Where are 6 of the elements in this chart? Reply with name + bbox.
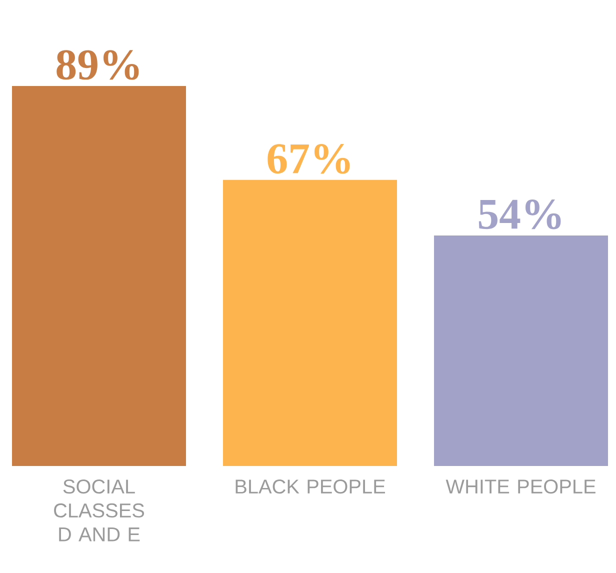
data-label: 67% [268, 144, 350, 174]
data-label: 89% [56, 50, 139, 80]
x-tick-label: BLACK PEOPLE [236, 480, 385, 494]
x-tick-label: WHITE PEOPLE [446, 480, 596, 494]
data-label: 54% [478, 200, 561, 230]
x-tick-label: SOCIAL CLASSES D AND E [54, 480, 144, 542]
